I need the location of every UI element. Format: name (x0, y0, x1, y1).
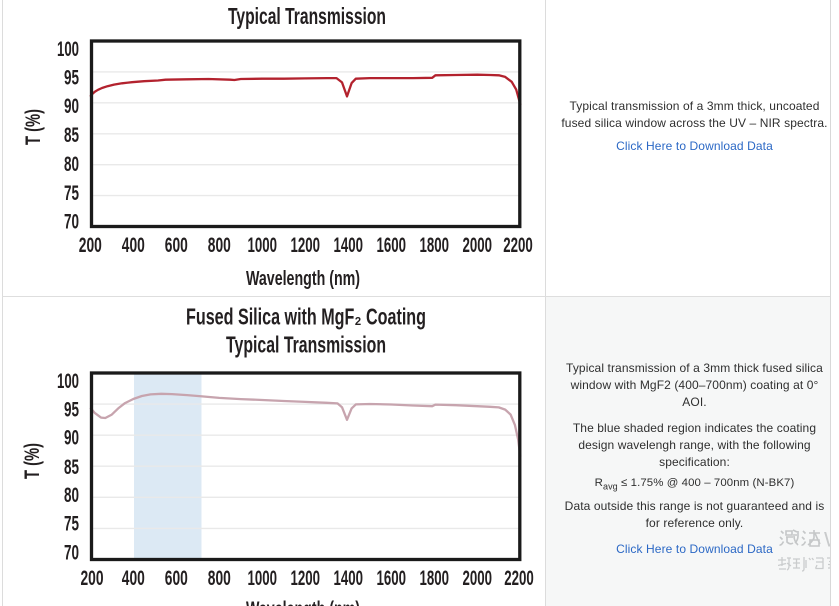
svg-text:1800: 1800 (420, 567, 450, 590)
svg-text:T (%): T (%) (22, 109, 45, 145)
svg-text:1000: 1000 (248, 234, 278, 257)
svg-text:75: 75 (64, 513, 79, 536)
svg-text:800: 800 (208, 567, 231, 590)
svg-text:1800: 1800 (420, 234, 450, 257)
svg-text:Typical Transmission: Typical Transmission (228, 3, 386, 29)
svg-text:1600: 1600 (377, 567, 407, 590)
svg-text:200: 200 (81, 567, 104, 590)
svg-text:95: 95 (64, 398, 79, 421)
svg-text:85: 85 (64, 456, 79, 479)
svg-text:Fused Silica with MgF₂ Coating: Fused Silica with MgF₂ Coating (186, 304, 426, 330)
svg-text:85: 85 (64, 124, 79, 147)
svg-text:T (%): T (%) (21, 443, 44, 479)
svg-text:70: 70 (64, 541, 79, 564)
svg-text:600: 600 (165, 567, 188, 590)
svg-text:400: 400 (122, 234, 145, 257)
svg-text:1200: 1200 (291, 234, 321, 257)
svg-text:1000: 1000 (248, 567, 278, 590)
svg-text:2000: 2000 (463, 234, 493, 257)
svg-text:600: 600 (165, 234, 188, 257)
svg-text:90: 90 (64, 95, 79, 118)
svg-text:Wavelength (nm): Wavelength (nm) (246, 268, 360, 290)
svg-text:200: 200 (79, 234, 102, 257)
svg-text:100: 100 (57, 370, 79, 393)
svg-text:1200: 1200 (291, 567, 321, 590)
svg-text:80: 80 (64, 153, 79, 176)
svg-text:100: 100 (57, 38, 79, 61)
svg-text:800: 800 (208, 234, 231, 257)
svg-text:90: 90 (64, 427, 79, 450)
svg-text:1600: 1600 (377, 234, 407, 257)
svg-text:Typical Transmission: Typical Transmission (226, 332, 386, 358)
svg-text:1400: 1400 (334, 567, 364, 590)
svg-text:1400: 1400 (334, 234, 364, 257)
svg-text:2000: 2000 (463, 567, 493, 590)
svg-text:2200: 2200 (503, 234, 533, 257)
svg-text:80: 80 (64, 484, 79, 507)
svg-text:400: 400 (122, 567, 145, 590)
svg-text:2200: 2200 (504, 567, 534, 590)
svg-text:95: 95 (64, 66, 79, 89)
svg-text:70: 70 (64, 211, 79, 234)
svg-text:Wavelength (nm): Wavelength (nm) (246, 599, 360, 606)
svg-text:75: 75 (64, 182, 79, 205)
